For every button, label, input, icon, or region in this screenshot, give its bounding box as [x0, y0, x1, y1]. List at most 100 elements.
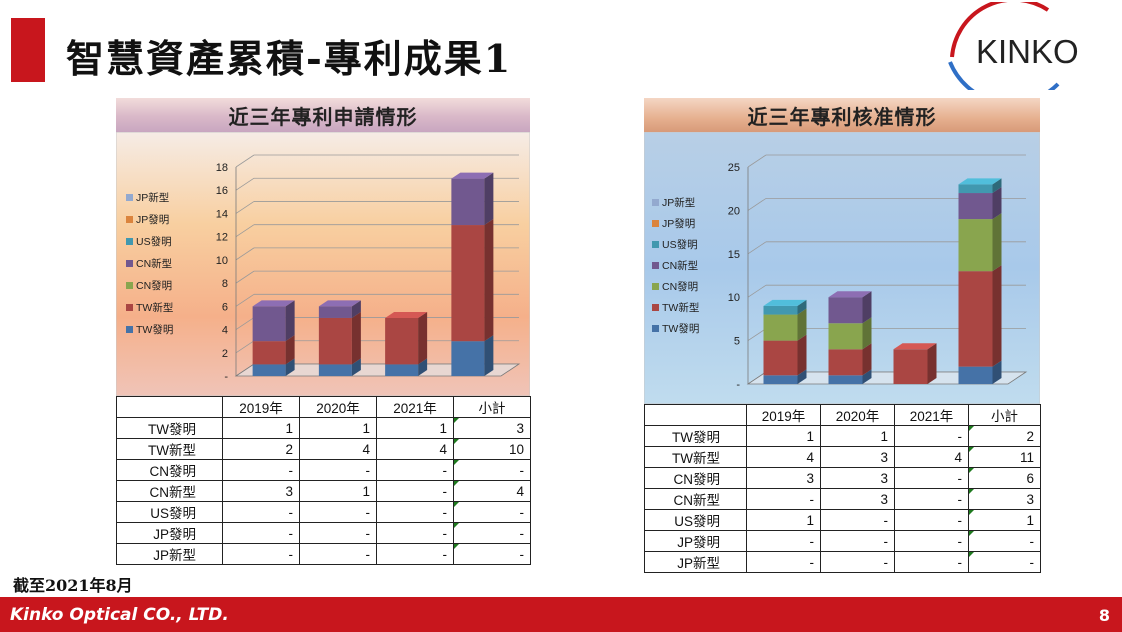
bar-segment-front	[828, 297, 863, 324]
legend-swatch	[126, 260, 133, 267]
table-header-cell	[644, 404, 747, 426]
table-header-cell: 2020年	[820, 404, 895, 426]
bar-segment-front	[318, 306, 352, 318]
left-data-table: 2019年 2020年 2021年 小計 TW發明 1 1 1 3 TW新型 2 4 4 10 CN…	[116, 396, 531, 565]
bar-segment-side	[418, 358, 428, 376]
bar-segment-front	[893, 349, 928, 384]
left-stacked-bar-chart: - 2 4 6 8 10 12 14 16 18 JP新型 JP發明 US發明 CN新型 CN發明 TW新型 T…	[116, 132, 530, 396]
y-tick-label: 4	[222, 325, 228, 337]
legend-label: US發明	[136, 235, 172, 248]
table-cell: 3	[453, 417, 531, 439]
y-tick-label: 5	[734, 336, 740, 348]
table-cell: -	[222, 459, 300, 481]
gridline-side	[235, 201, 255, 214]
bar-segment-front	[958, 271, 993, 367]
table-cell: -	[453, 522, 531, 544]
gridline-side	[235, 317, 255, 330]
footer-company-name: Kinko Optical CO., LTD.	[10, 605, 229, 625]
bar-segment-side	[797, 369, 807, 384]
y-tick-label: 8	[222, 278, 228, 290]
table-row: JP發明 - - - -	[644, 530, 1041, 552]
y-tick-label: 25	[728, 162, 740, 174]
table-cell: 3	[968, 488, 1041, 510]
table-cell: 3	[222, 480, 300, 502]
legend-swatch	[652, 220, 659, 227]
table-cell: -	[376, 459, 454, 481]
table-cell: -	[968, 551, 1041, 573]
table-cell: -	[376, 480, 454, 502]
gridline-side	[235, 294, 255, 307]
footer-bar: Kinko Optical CO., LTD. 8	[0, 597, 1122, 632]
table-row-label: TW新型	[116, 438, 223, 460]
kinko-logo: KINKO	[948, 2, 1079, 90]
table-row-label: TW發明	[644, 425, 747, 447]
table-header-cell: 2019年	[222, 396, 300, 418]
table-header-cell: 2021年	[894, 404, 969, 426]
table-row: CN新型 3 1-4	[116, 480, 531, 502]
y-tick-label: 16	[216, 185, 228, 197]
table-cell: 3	[820, 488, 895, 510]
y-tick-label: -	[736, 379, 740, 391]
bar-segment-front	[451, 341, 485, 376]
bar-segment-front	[828, 323, 863, 350]
bar-segment-side	[484, 172, 494, 226]
bar-segment-front	[318, 364, 352, 376]
y-tick-label: 10	[216, 255, 228, 267]
table-cell: -	[746, 551, 821, 573]
legend-swatch	[126, 282, 133, 289]
legend-label: TW發明	[662, 322, 699, 335]
table-cell: -	[894, 488, 969, 510]
bar-segment-front	[252, 364, 286, 376]
table-cell: 4	[746, 446, 821, 468]
bar-segment-side	[285, 335, 295, 365]
table-cell: -	[376, 522, 454, 544]
bar-segment-side	[992, 265, 1002, 367]
gridline-side	[235, 247, 255, 261]
table-cell: 1	[820, 425, 895, 447]
table-cell: -	[299, 543, 377, 565]
bar-segment-side	[351, 300, 361, 318]
left-chart-title: 近三年專利申請情形	[116, 98, 530, 132]
y-tick-label: -	[224, 371, 228, 383]
bar-segment-top	[318, 300, 361, 307]
table-cell: 3	[820, 467, 895, 489]
table-row: TW新型 2 4 4 10	[116, 438, 531, 460]
bar-segment-side	[862, 369, 872, 384]
legend-label: CN發明	[136, 279, 172, 292]
bar-segment-top	[893, 343, 937, 350]
bar-segment-side	[862, 291, 872, 324]
bar-segment-front	[451, 178, 485, 226]
page-number: 8	[1098, 606, 1110, 625]
legend-swatch	[126, 216, 133, 223]
legend-swatch	[652, 262, 659, 269]
table-header-cell: 2019年	[746, 404, 821, 426]
table-row-label: CN新型	[644, 488, 747, 510]
table-cell: 4	[453, 480, 531, 502]
bar-segment-front	[385, 364, 419, 376]
table-cell: 4	[894, 446, 969, 468]
table-header-row: 2019年 2020年 2021年 小計	[644, 404, 1041, 426]
table-header-cell	[116, 396, 223, 418]
table-cell: -	[820, 509, 895, 531]
table-row-label: JP新型	[644, 551, 747, 573]
table-cell: 11	[968, 446, 1041, 468]
logo-text: KINKO	[976, 33, 1079, 70]
gridline-side	[235, 270, 255, 284]
bar-segment-top	[958, 178, 1002, 185]
table-cell: -	[299, 522, 377, 544]
table-row: JP新型 - - - -	[116, 543, 531, 565]
legend-swatch	[126, 326, 133, 333]
bar-segment-top	[252, 300, 295, 307]
table-cell: 2	[968, 425, 1041, 447]
table-cell: -	[746, 530, 821, 552]
table-cell: 1	[222, 417, 300, 439]
bar-segment-side	[992, 187, 1002, 220]
bar-segment-side	[862, 317, 872, 350]
bar-segment-side	[285, 358, 295, 376]
bar-segment-front	[451, 225, 485, 342]
bar-segment-front	[958, 193, 993, 220]
table-cell: -	[222, 543, 300, 565]
bar-segment-side	[797, 334, 807, 376]
table-cell: 3	[746, 467, 821, 489]
legend-label: TW新型	[136, 301, 173, 314]
